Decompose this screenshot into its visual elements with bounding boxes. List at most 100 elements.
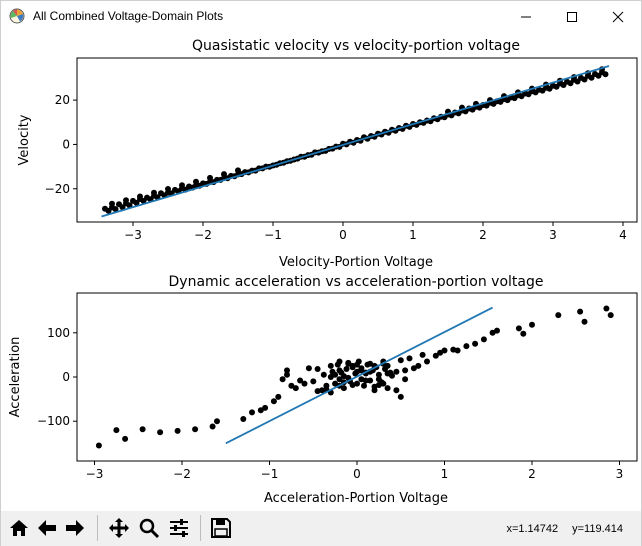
data-point [157,429,164,436]
cursor-coordinates: x=1.14742 y=119.414 [506,523,623,535]
x-tick-label: −3 [124,228,142,242]
data-point [301,380,308,387]
data-point [577,308,584,315]
data-point [249,409,255,416]
data-point [336,376,343,383]
maximize-icon [567,12,577,22]
maximize-button[interactable] [549,1,595,33]
data-point [371,383,378,390]
y-tick-label: 0 [62,137,70,151]
data-point [494,327,500,334]
data-point [546,85,553,92]
x-tick-label: 1 [409,228,417,242]
x-tick-label: 4 [619,228,627,242]
data-point [133,199,140,206]
x-axis-label: Acceleration-Portion Voltage [264,491,448,506]
data-point [340,385,347,392]
data-point [602,71,609,78]
data-point [607,312,614,319]
data-point [113,427,120,434]
data-point [95,442,102,449]
data-marks [101,65,610,218]
cursor-x-readout: x=1.14742 [506,523,559,535]
data-point [270,398,277,405]
back-icon [38,520,56,536]
navigation-toolbar: x=1.14742 y=119.414 [1,511,641,546]
data-point [119,204,126,211]
data-point [151,189,157,196]
data-point [595,72,602,79]
data-point [603,305,610,312]
toolbar-separator [97,515,98,541]
y-axis-label: Velocity [17,114,32,165]
data-point [480,336,487,343]
data-point [553,83,560,90]
data-point [567,80,574,87]
pan-button[interactable] [106,515,132,541]
data-point [179,182,185,189]
back-button[interactable] [34,515,60,541]
plot-title: Dynamic acceleration vs acceleration-por… [169,274,544,290]
x-tick-label: 2 [479,228,487,242]
data-point [490,100,497,107]
data-point [284,371,290,378]
data-point [402,367,409,374]
data-point [345,360,352,367]
home-icon [10,520,28,536]
data-point [441,347,448,354]
data-point [367,377,374,384]
data-point [279,376,286,383]
x-tick-label: 3 [616,467,624,481]
data-point [209,423,216,430]
data-point [520,330,527,337]
data-point [207,174,213,181]
data-point [297,377,304,384]
configure-subplots-button[interactable] [166,515,192,541]
data-point [397,393,404,400]
save-icon [211,518,231,538]
minimize-button[interactable] [503,1,549,33]
data-point [384,362,391,369]
forward-button[interactable] [62,515,88,541]
y-tick-label: 20 [55,93,70,107]
figure-canvas[interactable]: Quasistatic velocity vs velocity-portion… [1,33,641,511]
x-tick-label: −2 [173,467,191,481]
data-point [221,171,227,178]
data-point [358,367,365,374]
x-tick-label: −1 [264,228,282,242]
title-bar[interactable]: All Combined Voltage-Domain Plots [1,1,641,33]
data-point [397,357,404,364]
x-tick-label: 3 [549,228,557,242]
data-point [518,93,525,100]
data-point [336,358,343,365]
close-button[interactable] [595,1,641,33]
cursor-y-readout: y=119.414 [572,523,623,535]
data-point [362,377,369,384]
data-point [432,352,439,359]
data-point [165,186,171,192]
data-point [193,178,199,185]
data-point [327,362,334,369]
home-button[interactable] [6,515,32,541]
data-point [511,95,518,102]
zoom-button[interactable] [136,515,162,541]
data-point [305,365,312,372]
data-point [410,365,417,372]
matplotlib-icon [9,8,25,24]
data-point [240,416,247,422]
x-tick-label: 0 [339,228,347,242]
data-marks [95,305,614,449]
data-point [327,374,334,380]
data-point [384,385,391,392]
data-point [343,366,350,372]
data-point [375,376,382,383]
save-button[interactable] [208,515,234,541]
data-point [415,362,422,369]
fit-line [101,65,610,218]
minimize-icon [521,16,531,18]
data-point [393,387,400,394]
data-point [375,371,382,378]
data-point [504,97,511,104]
data-point [483,102,490,109]
data-point [529,321,535,328]
